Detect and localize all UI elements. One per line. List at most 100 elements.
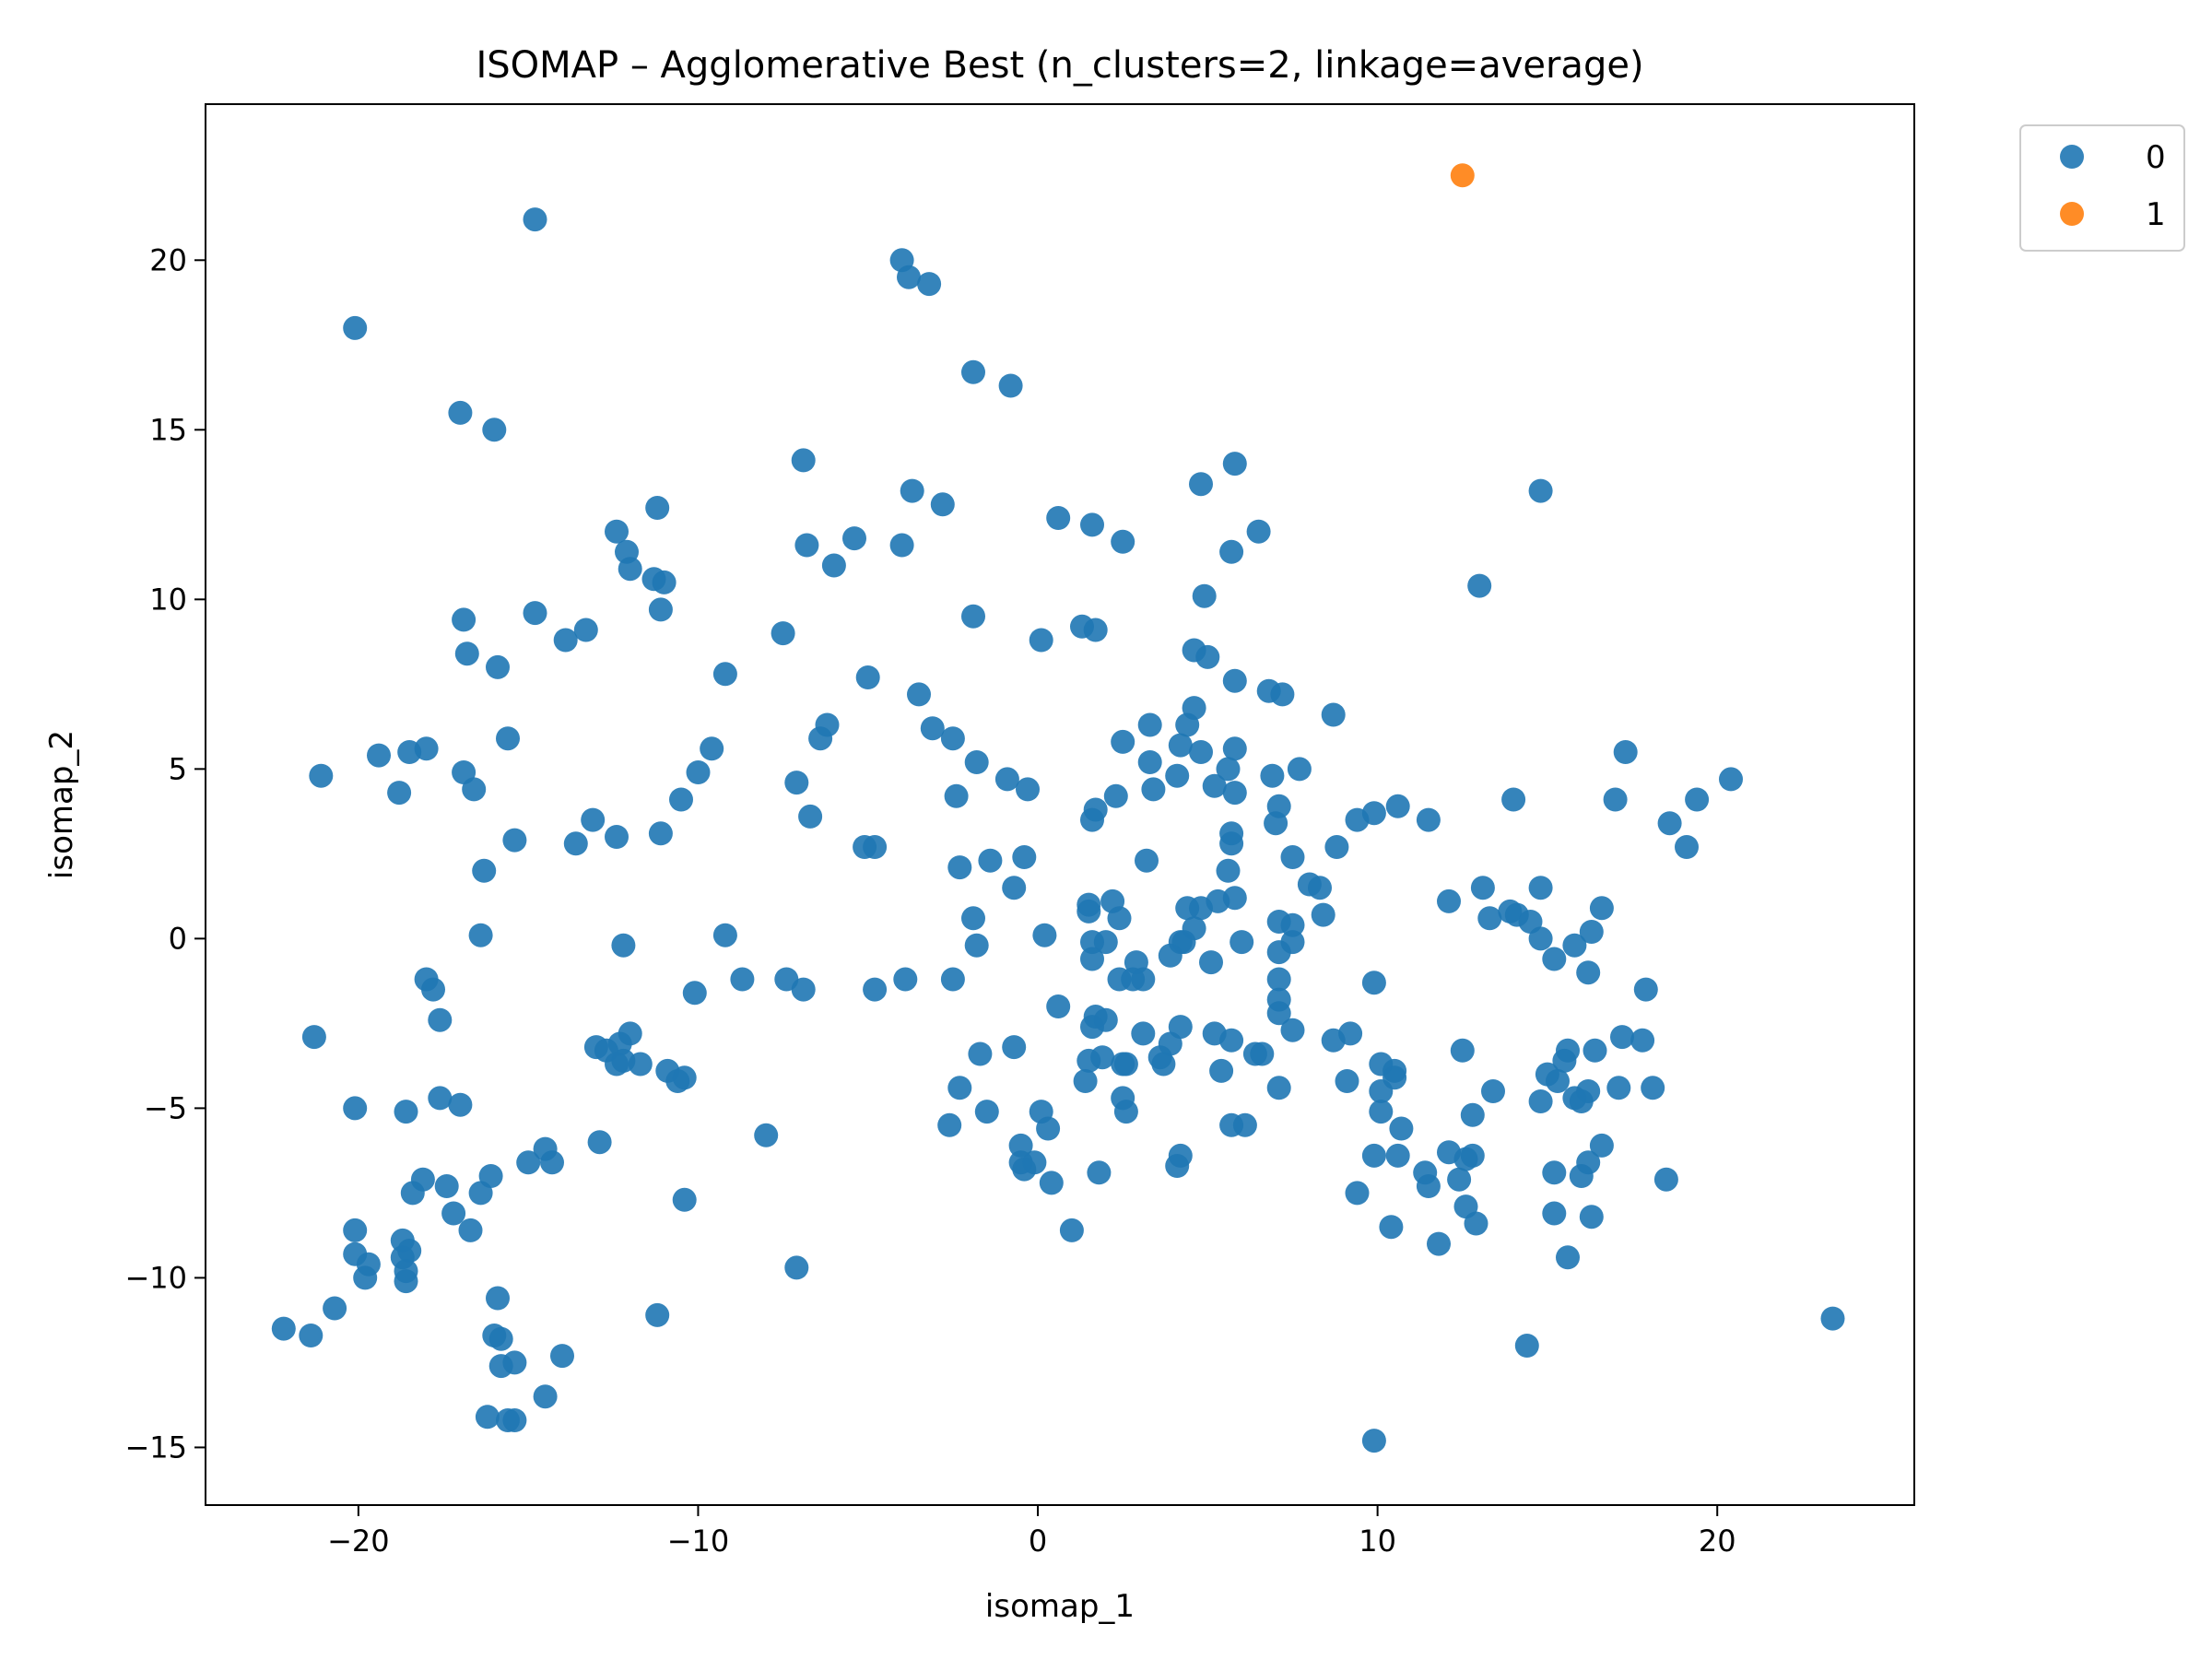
data-point-cluster-0 bbox=[672, 1065, 697, 1090]
data-point-cluster-0 bbox=[1008, 1133, 1033, 1158]
x-tick-label: −10 bbox=[667, 1524, 730, 1559]
data-point-cluster-0 bbox=[1032, 923, 1057, 947]
data-point-cluster-0 bbox=[968, 1041, 993, 1066]
data-point-cluster-0 bbox=[1250, 1041, 1275, 1066]
data-point-cluster-0 bbox=[1556, 1245, 1580, 1270]
data-point-cluster-0 bbox=[1012, 845, 1037, 869]
data-point-cluster-0 bbox=[944, 783, 969, 808]
data-point-cluster-0 bbox=[1080, 947, 1104, 971]
data-point-cluster-0 bbox=[428, 1007, 453, 1032]
data-point-cluster-0 bbox=[1542, 947, 1567, 971]
data-point-cluster-0 bbox=[486, 654, 510, 679]
data-point-cluster-0 bbox=[930, 492, 955, 517]
data-point-cluster-0 bbox=[1416, 1174, 1441, 1198]
data-point-cluster-0 bbox=[1685, 787, 1710, 812]
data-point-cluster-0 bbox=[1046, 506, 1071, 530]
data-point-cluster-0 bbox=[1080, 512, 1104, 537]
data-point-cluster-0 bbox=[791, 977, 816, 1002]
data-point-cluster-0 bbox=[502, 828, 527, 853]
data-point-cluster-0 bbox=[428, 1086, 453, 1111]
data-point-cluster-0 bbox=[1189, 740, 1213, 764]
data-point-cluster-0 bbox=[794, 533, 819, 558]
data-point-cluster-0 bbox=[964, 750, 989, 774]
y-tick-label: −10 bbox=[124, 1260, 187, 1295]
data-point-cluster-0 bbox=[1077, 899, 1101, 924]
data-point-cluster-0 bbox=[1202, 773, 1227, 798]
data-point-cluster-0 bbox=[1280, 845, 1305, 869]
data-point-cluster-0 bbox=[863, 977, 888, 1002]
data-point-cluster-0 bbox=[961, 906, 985, 931]
data-point-cluster-0 bbox=[1576, 1079, 1601, 1103]
data-point-cluster-0 bbox=[1135, 848, 1159, 873]
data-point-cluster-0 bbox=[540, 1150, 564, 1175]
data-point-cluster-0 bbox=[523, 601, 547, 626]
data-point-cluster-0 bbox=[1093, 930, 1118, 955]
data-point-cluster-0 bbox=[784, 771, 809, 795]
data-point-cluster-0 bbox=[1080, 807, 1104, 832]
y-tick-label: 15 bbox=[149, 412, 187, 447]
y-tick-label: −5 bbox=[144, 1090, 187, 1125]
data-point-cluster-0 bbox=[917, 272, 942, 297]
data-point-cluster-0 bbox=[1576, 960, 1601, 985]
data-point-cluster-0 bbox=[1675, 835, 1699, 859]
data-point-cluster-0 bbox=[1158, 943, 1182, 968]
data-point-cluster-0 bbox=[299, 1324, 324, 1347]
data-point-cluster-0 bbox=[1103, 783, 1128, 808]
data-point-cluster-0 bbox=[1385, 794, 1410, 818]
data-point-cluster-0 bbox=[1820, 1306, 1845, 1331]
data-point-cluster-0 bbox=[1073, 1069, 1098, 1093]
data-point-cluster-0 bbox=[1528, 876, 1553, 900]
data-point-cluster-0 bbox=[961, 604, 985, 629]
data-point-cluster-0 bbox=[1460, 1102, 1485, 1127]
y-tick-label: 10 bbox=[149, 582, 187, 617]
data-point-cluster-0 bbox=[1361, 1429, 1386, 1453]
data-point-cluster-0 bbox=[1470, 876, 1495, 900]
data-point-cluster-0 bbox=[821, 553, 846, 578]
data-point-cluster-0 bbox=[367, 743, 391, 768]
data-point-cluster-0 bbox=[394, 1269, 418, 1294]
data-point-cluster-0 bbox=[1389, 1116, 1414, 1141]
y-tick-label: 20 bbox=[149, 242, 187, 277]
data-point-cluster-0 bbox=[730, 967, 755, 992]
chart-title: ISOMAP – Agglomerative Best (n_clusters=… bbox=[476, 44, 1643, 87]
data-point-cluster-0 bbox=[1464, 1211, 1488, 1236]
data-point-cluster-0 bbox=[1029, 628, 1053, 653]
data-point-cluster-0 bbox=[421, 977, 445, 1002]
data-point-cluster-0 bbox=[1630, 1028, 1655, 1053]
data-point-cluster-0 bbox=[1280, 1018, 1305, 1042]
data-point-cluster-0 bbox=[563, 831, 588, 856]
data-point-cluster-0 bbox=[1151, 1052, 1176, 1077]
data-point-cluster-0 bbox=[434, 1174, 459, 1198]
data-point-cluster-0 bbox=[1416, 807, 1441, 832]
data-point-cluster-0 bbox=[1131, 1021, 1156, 1046]
data-point-cluster-0 bbox=[1501, 787, 1526, 812]
data-point-cluster-0 bbox=[1137, 712, 1162, 737]
plot-area bbox=[206, 104, 1914, 1505]
data-point-cluster-0 bbox=[645, 1302, 670, 1327]
data-point-cluster-0 bbox=[648, 821, 673, 846]
data-point-cluster-0 bbox=[472, 858, 497, 883]
data-point-cluster-0 bbox=[628, 1052, 653, 1077]
data-point-cluster-0 bbox=[1379, 1215, 1404, 1240]
data-point-cluster-0 bbox=[1219, 831, 1244, 856]
data-point-cluster-0 bbox=[618, 1021, 642, 1046]
data-point-cluster-0 bbox=[1311, 902, 1335, 927]
data-point-cluster-0 bbox=[1222, 668, 1247, 693]
data-point-cluster-0 bbox=[700, 736, 724, 761]
data-point-cluster-0 bbox=[907, 682, 931, 707]
data-point-cluster-0 bbox=[1514, 1334, 1539, 1358]
data-point-cluster-0 bbox=[1083, 618, 1108, 642]
data-point-cluster-0 bbox=[1192, 583, 1217, 608]
data-point-cluster-0 bbox=[855, 665, 880, 689]
data-point-cluster-0 bbox=[1059, 1218, 1084, 1242]
data-point-cluster-0 bbox=[1199, 950, 1223, 975]
data-point-cluster-0 bbox=[1113, 1100, 1138, 1124]
data-point-cluster-0 bbox=[1124, 950, 1148, 975]
x-tick-label: −20 bbox=[327, 1524, 390, 1559]
data-point-cluster-0 bbox=[648, 597, 673, 622]
data-point-cluster-0 bbox=[1209, 1058, 1234, 1083]
data-point-cluster-0 bbox=[1111, 729, 1135, 754]
data-point-cluster-0 bbox=[771, 621, 795, 646]
plot-frame bbox=[205, 103, 1915, 1506]
